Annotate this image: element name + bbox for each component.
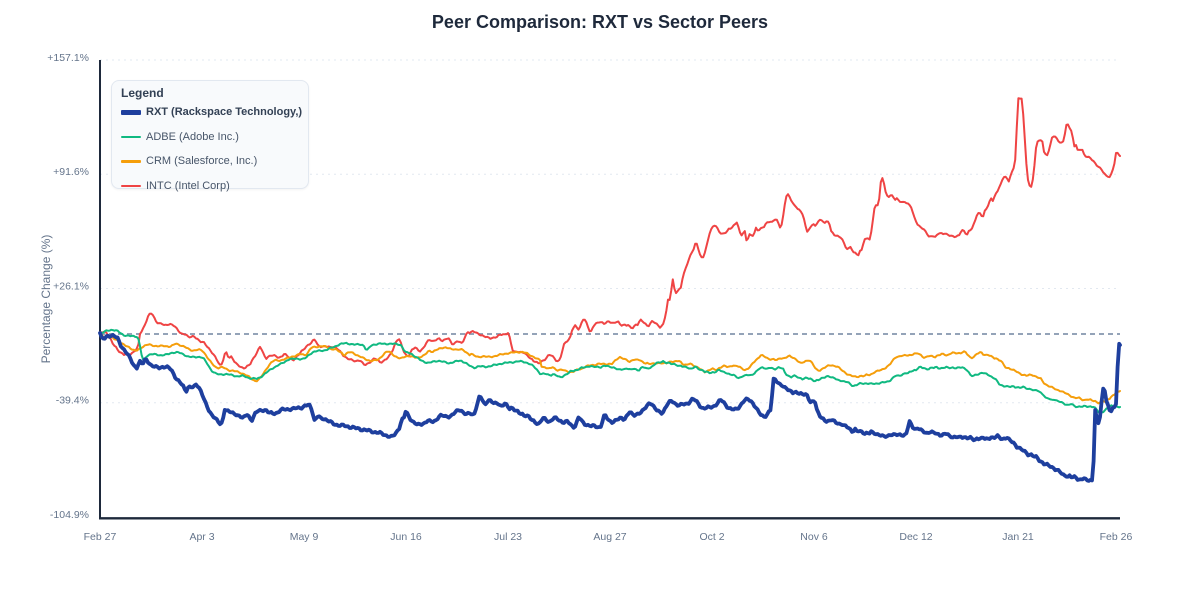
svg-text:Feb 27: Feb 27 bbox=[84, 531, 117, 543]
svg-text:Nov 6: Nov 6 bbox=[800, 531, 828, 543]
svg-text:+91.6%: +91.6% bbox=[53, 166, 89, 178]
svg-text:Aug 27: Aug 27 bbox=[593, 531, 626, 543]
svg-text:Jun 16: Jun 16 bbox=[390, 531, 422, 543]
svg-text:Apr 3: Apr 3 bbox=[189, 531, 214, 543]
svg-text:Dec 12: Dec 12 bbox=[899, 531, 932, 543]
svg-text:-39.4%: -39.4% bbox=[56, 394, 89, 406]
svg-text:Feb 26: Feb 26 bbox=[1100, 531, 1133, 543]
svg-text:Jul 23: Jul 23 bbox=[494, 531, 522, 543]
svg-text:+26.1%: +26.1% bbox=[53, 280, 89, 292]
svg-text:May 9: May 9 bbox=[290, 531, 319, 543]
svg-text:-104.9%: -104.9% bbox=[50, 509, 89, 521]
svg-text:+157.1%: +157.1% bbox=[47, 52, 89, 64]
svg-text:Jan 21: Jan 21 bbox=[1002, 531, 1034, 543]
svg-text:Percentage Change (%): Percentage Change (%) bbox=[39, 235, 53, 364]
svg-text:Oct 2: Oct 2 bbox=[699, 531, 724, 543]
